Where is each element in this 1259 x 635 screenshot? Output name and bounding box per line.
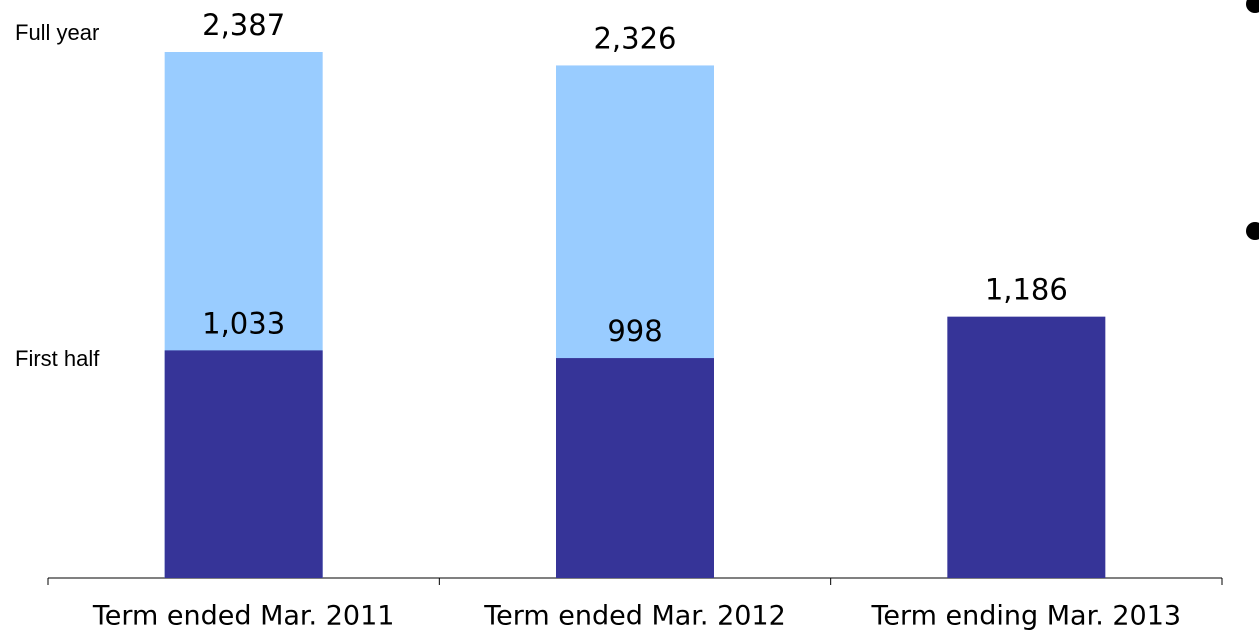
bullet (1246, 0, 1259, 13)
x-tick-label: Term ending Mar. 2013 (871, 601, 1182, 632)
x-tick-label: Term ended Mar. 2012 (483, 601, 786, 632)
bar (556, 358, 714, 578)
bullet (1246, 222, 1259, 240)
value-label: 1,033 (202, 306, 285, 340)
x-tick-label: Term ended Mar. 2011 (92, 601, 395, 632)
value-label: 2,387 (202, 8, 285, 42)
bar (164, 350, 323, 578)
bar (947, 316, 1106, 578)
legend-label: Full year (15, 20, 99, 45)
value-label: 998 (607, 314, 662, 348)
legend-label: First half (15, 346, 100, 371)
value-label: 1,186 (985, 273, 1068, 307)
value-label: 2,326 (593, 21, 676, 55)
